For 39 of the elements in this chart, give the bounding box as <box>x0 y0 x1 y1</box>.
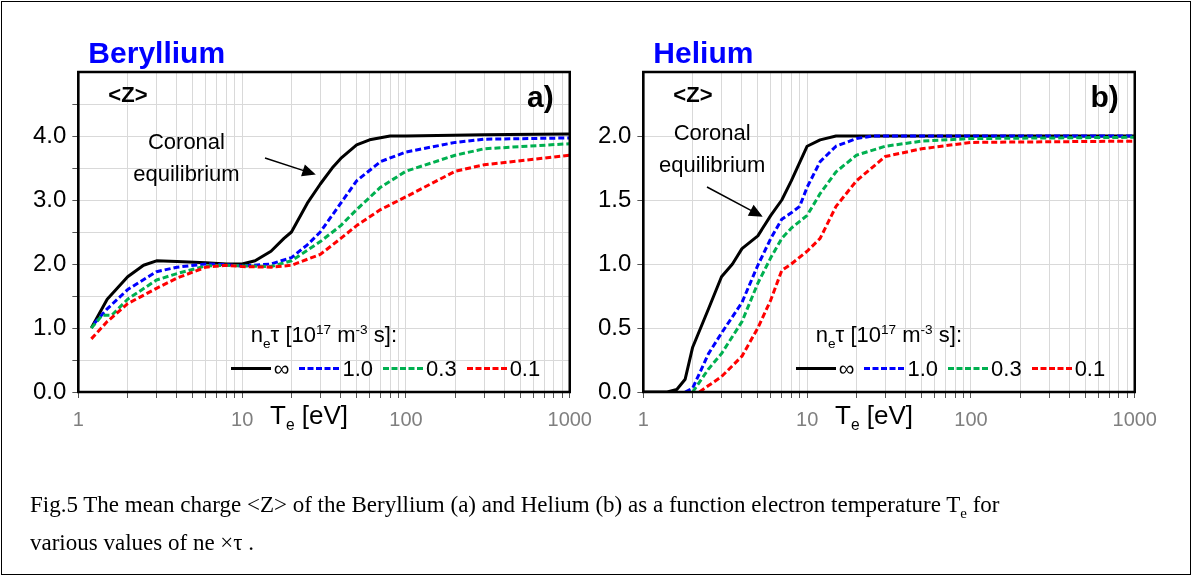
y-tick-label: 0.5 <box>597 312 632 340</box>
chart-title: Helium <box>653 36 754 70</box>
legend-label: ∞ <box>838 355 855 382</box>
x-axis-title: T$_{e}$ [eV] <box>270 400 349 435</box>
legend-label: 1.0 <box>342 355 374 382</box>
chart-title: Beryllium <box>88 36 226 70</box>
x-tick-label: 10 <box>796 407 819 430</box>
legend-label: 0.3 <box>426 355 457 382</box>
x-tick-label: 1 <box>637 407 649 430</box>
legend-label: 0.3 <box>991 355 1022 382</box>
y-tick-label: 1.0 <box>32 312 67 340</box>
y-tick-label: 0.0 <box>32 376 67 404</box>
y-axis-title: <Z> <box>673 82 713 108</box>
legend-title: n$_{e}$τ [10$^{17}$ m$^{-3}$ s]: <box>250 322 399 351</box>
legend-label: 0.1 <box>509 355 541 382</box>
annotation: Coronal equilibrium <box>657 118 767 179</box>
y-tick-label: 2.0 <box>32 248 67 276</box>
y-axis-title: <Z> <box>108 82 148 108</box>
legend-label: 0.1 <box>1074 355 1106 382</box>
annotation: Coronal equilibrium <box>132 128 241 189</box>
annotation: a) <box>527 80 554 114</box>
text: Fig.5 The mean charge <Z> of the Beryllium (a) and Helium (b) as a function electron temperature T$_{e}$ for various values of ne ×τ . <box>30 492 1000 555</box>
y-tick-label: 1.0 <box>597 248 632 276</box>
x-tick-label: 1000 <box>547 407 592 430</box>
y-tick-label: 4.0 <box>32 120 67 148</box>
x-tick-label: 100 <box>954 407 988 430</box>
y-tick-label: 3.0 <box>32 184 67 212</box>
y-tick-label: 0.0 <box>597 376 632 404</box>
legend-title: n$_{e}$τ [10$^{17}$ m$^{-3}$ s]: <box>815 322 964 351</box>
x-tick-label: 1 <box>72 407 84 430</box>
annotation: b) <box>1090 80 1119 114</box>
x-tick-label: 100 <box>389 407 423 430</box>
x-tick-label: 1000 <box>1112 407 1157 430</box>
y-tick-label: 1.5 <box>597 184 632 212</box>
x-tick-label: 10 <box>231 407 254 430</box>
legend-label: ∞ <box>273 355 290 382</box>
y-tick-label: 2.0 <box>597 120 632 148</box>
x-axis-title: T$_{e}$ [eV] <box>835 400 914 435</box>
legend-label: 1.0 <box>907 355 939 382</box>
